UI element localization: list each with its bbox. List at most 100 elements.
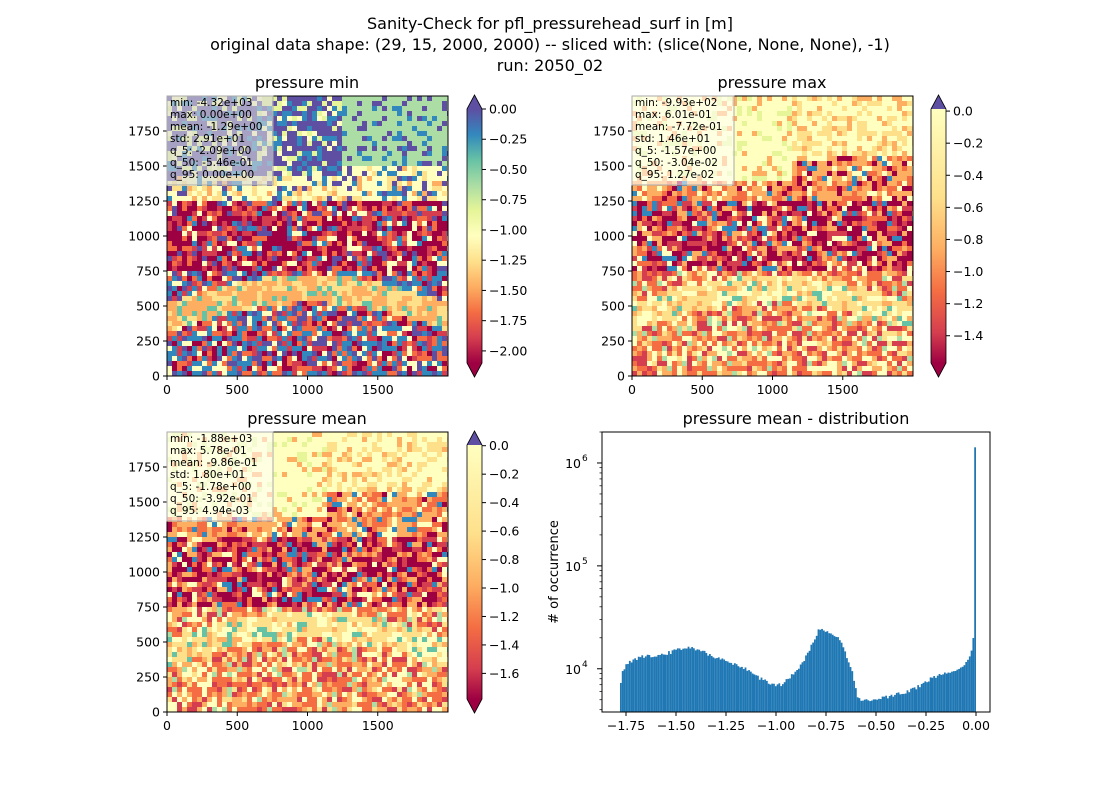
heatmap-cell bbox=[167, 216, 172, 221]
heatmap-cell bbox=[382, 126, 387, 131]
heatmap-cell bbox=[772, 176, 777, 181]
heatmap-cell bbox=[392, 186, 397, 191]
heatmap-cell bbox=[807, 101, 812, 106]
heatmap-cell bbox=[762, 221, 767, 226]
heatmap-cell bbox=[637, 216, 642, 221]
heatmap-cell bbox=[297, 231, 302, 236]
heatmap-cell bbox=[767, 226, 772, 231]
heatmap-cell bbox=[212, 211, 217, 216]
heatmap-cell bbox=[842, 116, 847, 121]
heatmap-cell bbox=[207, 321, 212, 326]
heatmap-cell bbox=[307, 271, 312, 276]
heatmap-cell bbox=[197, 346, 202, 351]
heatmap-cell bbox=[762, 206, 767, 211]
heatmap-cell bbox=[202, 261, 207, 266]
heatmap-cell bbox=[317, 261, 322, 266]
heatmap-cell bbox=[812, 171, 817, 176]
heatmap-cell bbox=[842, 216, 847, 221]
heatmap-cell bbox=[197, 331, 202, 336]
heatmap-cell bbox=[392, 331, 397, 336]
heatmap-cell bbox=[402, 301, 407, 306]
heatmap-cell bbox=[397, 276, 402, 281]
heatmap-cell bbox=[287, 331, 292, 336]
heatmap-cell bbox=[707, 246, 712, 251]
heatmap-cell bbox=[367, 151, 372, 156]
heatmap-cell bbox=[257, 261, 262, 266]
heatmap-cell bbox=[752, 141, 757, 146]
heatmap-cell bbox=[182, 261, 187, 266]
heatmap-cell bbox=[812, 191, 817, 196]
heatmap-cell bbox=[237, 226, 242, 231]
heatmap-cell bbox=[847, 231, 852, 236]
heatmap-cell bbox=[337, 96, 342, 101]
heatmap-cell bbox=[427, 231, 432, 236]
heatmap-cell bbox=[747, 141, 752, 146]
heatmap-cell bbox=[867, 101, 872, 106]
heatmap-cell bbox=[392, 116, 397, 121]
heatmap-cell bbox=[267, 286, 272, 291]
heatmap-cell bbox=[192, 321, 197, 326]
heatmap-cell bbox=[262, 346, 267, 351]
heatmap-cell bbox=[802, 186, 807, 191]
heatmap-cell bbox=[387, 266, 392, 271]
heatmap-cell bbox=[442, 101, 447, 106]
heatmap-cell bbox=[207, 326, 212, 331]
heatmap-cell bbox=[337, 251, 342, 256]
heatmap-cell bbox=[742, 211, 747, 216]
heatmap-cell bbox=[302, 251, 307, 256]
heatmap-cell bbox=[797, 126, 802, 131]
heatmap-cell bbox=[902, 146, 907, 151]
heatmap-cell bbox=[222, 211, 227, 216]
heatmap-cell bbox=[242, 286, 247, 291]
heatmap-cell bbox=[297, 311, 302, 316]
heatmap-cell bbox=[307, 226, 312, 231]
heatmap-cell bbox=[192, 366, 197, 371]
heatmap-cell bbox=[402, 366, 407, 371]
heatmap-cell bbox=[342, 351, 347, 356]
stats-line: min: -4.32e+03 bbox=[170, 97, 252, 109]
heatmap-cell bbox=[342, 211, 347, 216]
heatmap-cell bbox=[437, 276, 442, 281]
heatmap-cell bbox=[792, 216, 797, 221]
heatmap-cell bbox=[212, 286, 217, 291]
heatmap-cell bbox=[882, 216, 887, 221]
heatmap-cell bbox=[202, 281, 207, 286]
heatmap-cell bbox=[222, 306, 227, 311]
heatmap-cell bbox=[377, 296, 382, 301]
heatmap-cell bbox=[187, 281, 192, 286]
heatmap-cell bbox=[292, 241, 297, 246]
heatmap-cell bbox=[197, 281, 202, 286]
heatmap-cell bbox=[777, 136, 782, 141]
heatmap-cell bbox=[782, 96, 787, 101]
heatmap-cell bbox=[182, 311, 187, 316]
heatmap-cell bbox=[282, 131, 287, 136]
heatmap-cell bbox=[287, 271, 292, 276]
heatmap-cell bbox=[337, 311, 342, 316]
heatmap-cell bbox=[282, 331, 287, 336]
heatmap-cell bbox=[432, 291, 437, 296]
heatmap-cell bbox=[347, 286, 352, 291]
heatmap-cell bbox=[362, 181, 367, 186]
heatmap-cell bbox=[237, 196, 242, 201]
heatmap-cell bbox=[867, 201, 872, 206]
heatmap-cell bbox=[272, 361, 277, 366]
heatmap-cell bbox=[167, 346, 172, 351]
heatmap-cell bbox=[332, 361, 337, 366]
heatmap-cell bbox=[407, 371, 412, 376]
heatmap-cell bbox=[267, 251, 272, 256]
heatmap-cell bbox=[337, 116, 342, 121]
heatmap-cell bbox=[832, 111, 837, 116]
heatmap-cell bbox=[312, 341, 317, 346]
heatmap-cell bbox=[427, 326, 432, 331]
heatmap-cell bbox=[372, 166, 377, 171]
heatmap-cell bbox=[207, 191, 212, 196]
heatmap-cell bbox=[852, 171, 857, 176]
heatmap-cell bbox=[392, 126, 397, 131]
heatmap-cell bbox=[412, 321, 417, 326]
heatmap-cell bbox=[337, 226, 342, 231]
heatmap-cell bbox=[212, 366, 217, 371]
heatmap-cell bbox=[212, 271, 217, 276]
heatmap-cell bbox=[332, 211, 337, 216]
heatmap-cell bbox=[897, 181, 902, 186]
heatmap-cell bbox=[757, 176, 762, 181]
